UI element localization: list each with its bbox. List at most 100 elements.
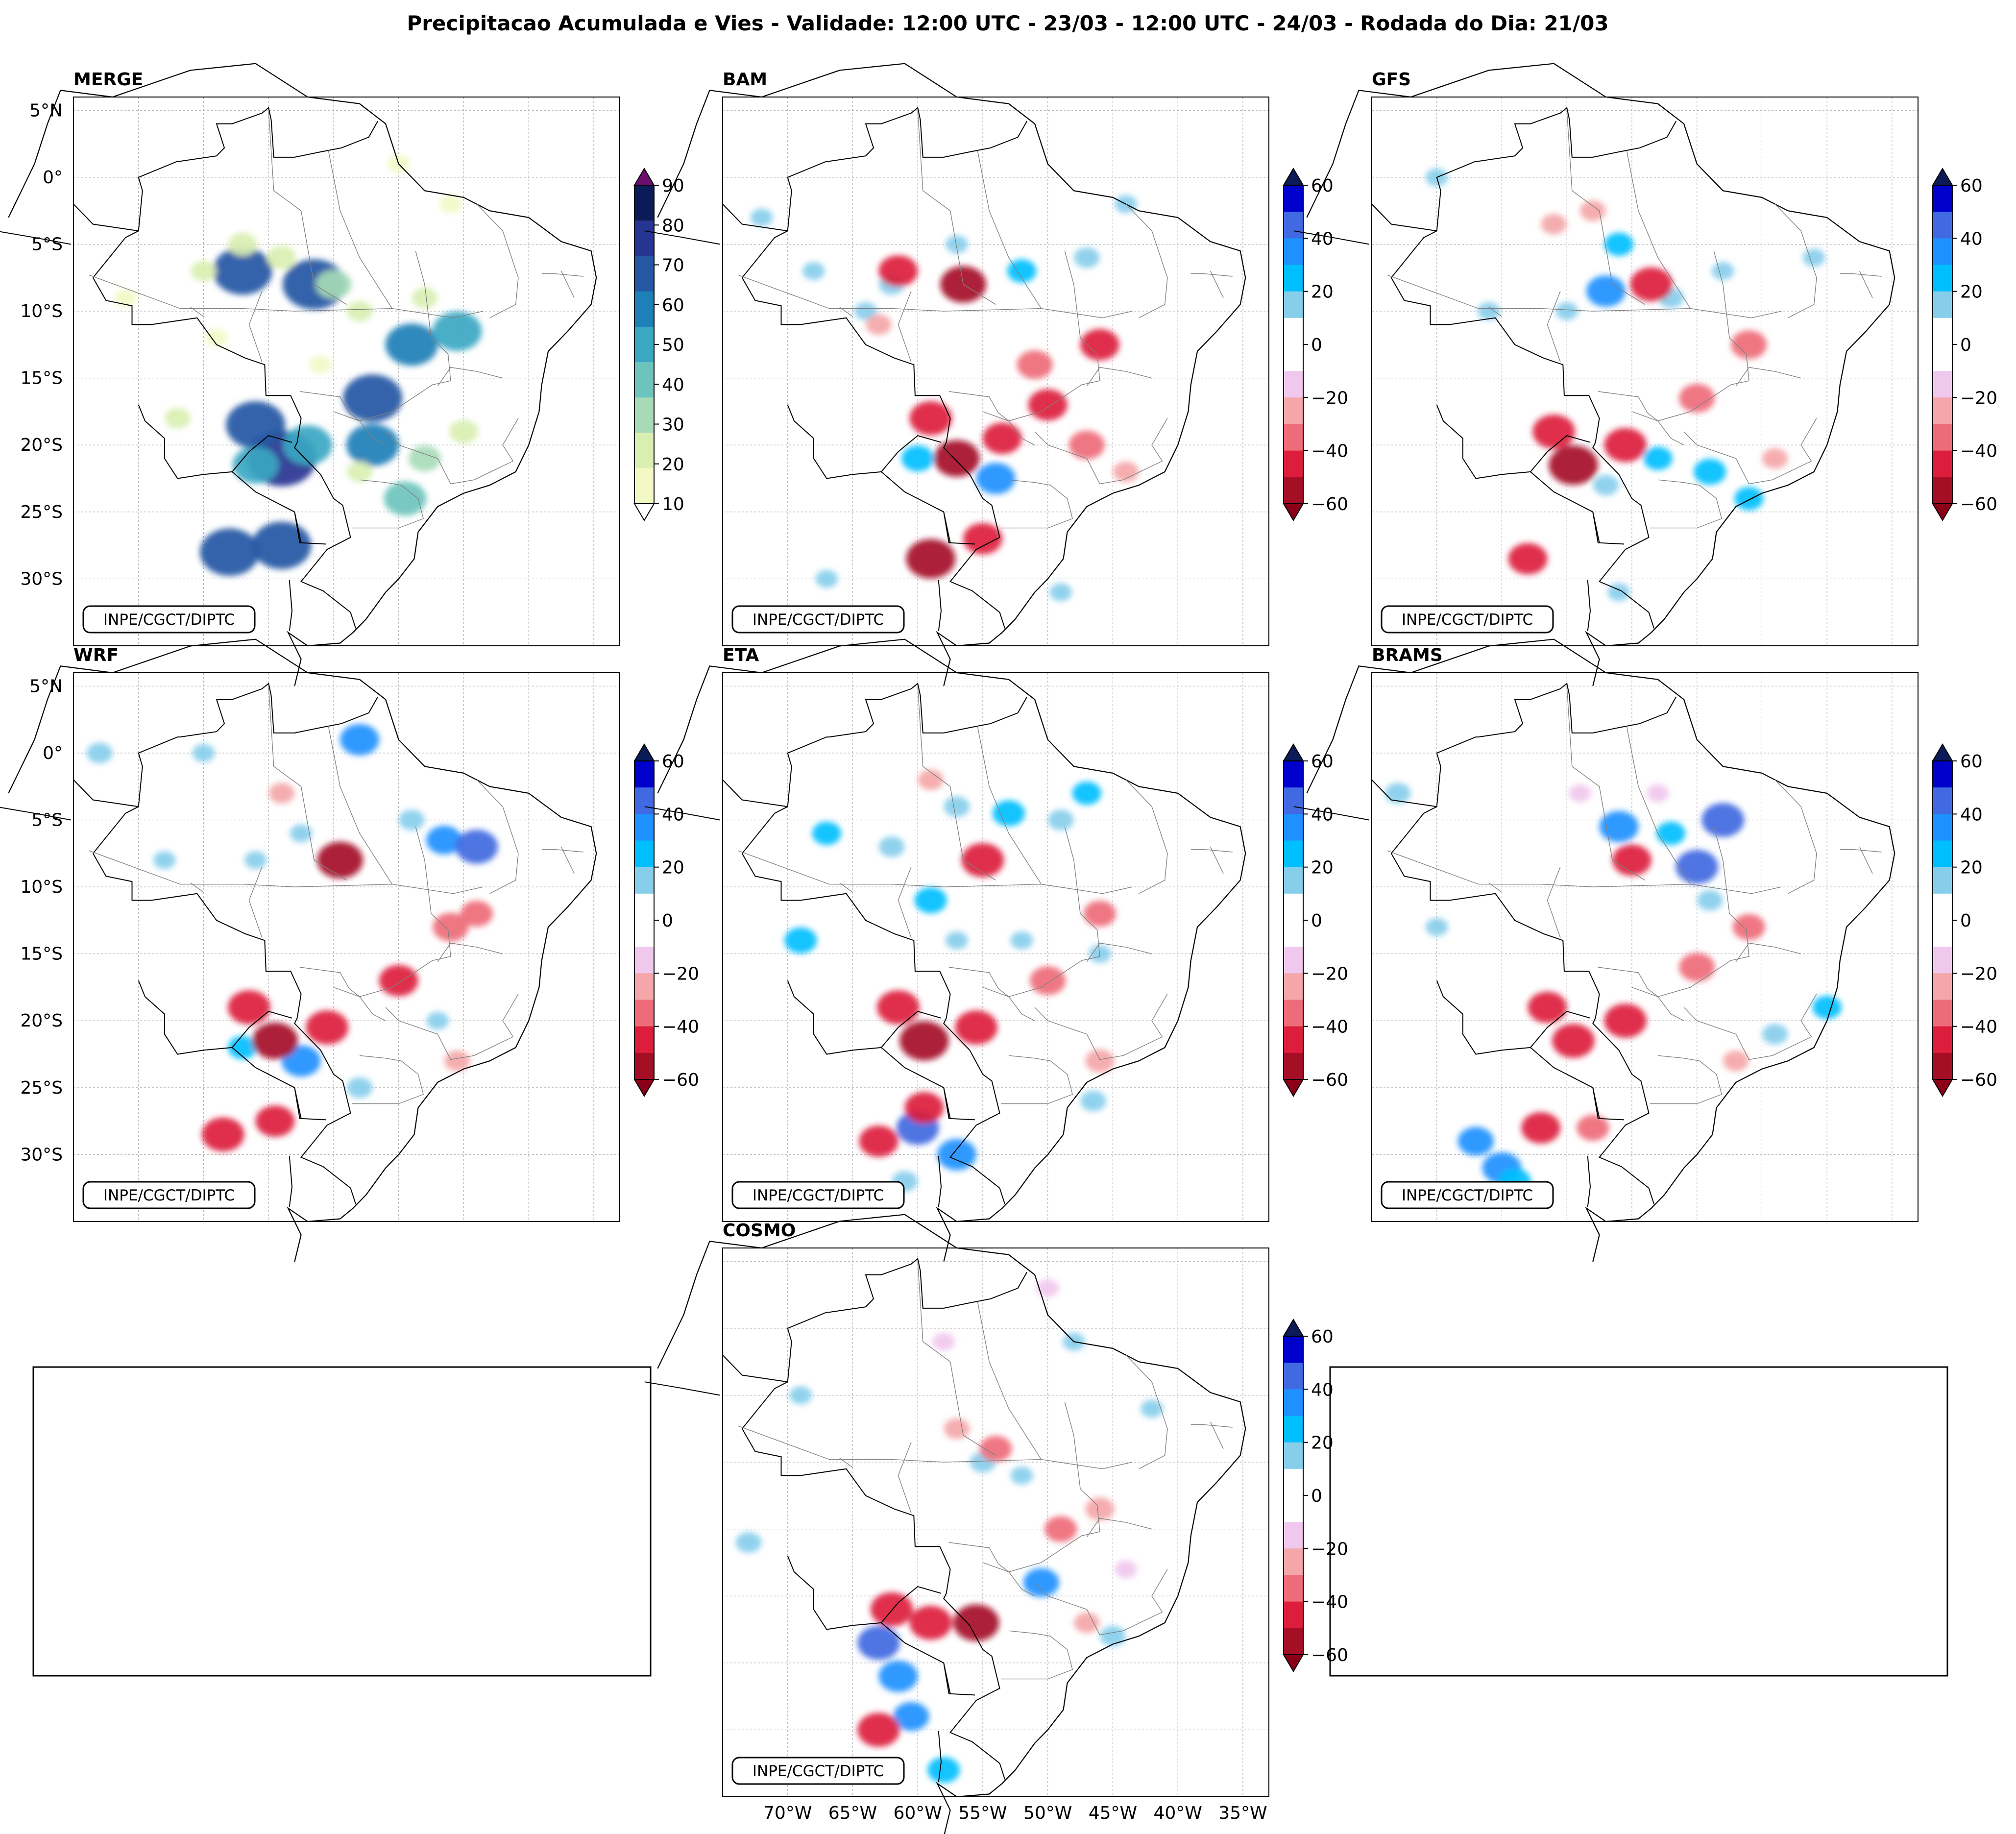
heatmap-cell — [857, 1626, 900, 1660]
heatmap-cell — [86, 742, 113, 763]
colorbar-tick-label: 30 — [662, 415, 684, 435]
lat-tick-label: 20°S — [20, 1011, 63, 1031]
state-border — [352, 1055, 424, 1104]
colorbar-segment — [1284, 185, 1303, 212]
state-border — [248, 866, 263, 938]
coastline — [1306, 63, 1895, 686]
heatmap-cell — [1734, 487, 1764, 511]
heatmap-cell — [1072, 782, 1101, 805]
heatmap-cell — [982, 422, 1022, 454]
colorbar-tick-label: 40 — [1311, 805, 1334, 825]
heatmap-cell — [914, 887, 947, 913]
state-border — [541, 849, 583, 853]
heatmap-cell — [934, 440, 980, 477]
colorbar-segment — [1933, 973, 1952, 1000]
panel-brams: BRAMS INPE/CGCT/DIPTC — [1293, 638, 1919, 1262]
heatmap-cell — [1541, 214, 1567, 235]
country-border — [881, 1586, 942, 1623]
state-border — [1774, 780, 1817, 894]
colorbar-segment — [1284, 1601, 1303, 1629]
panel-cosmo: COSMO 70°W 65°W 60°W 55°W 50°W 45°W 40°W 35°W I… — [644, 1214, 1269, 1834]
heatmap-cell — [1457, 1126, 1494, 1156]
state-border — [1859, 270, 1873, 298]
colorbar-tick-label: 0 — [1311, 1486, 1322, 1506]
credit-text-gfs: INPE/CGCT/DIPTC — [1402, 611, 1533, 629]
state-border — [385, 994, 519, 1060]
heatmap-cell — [283, 425, 333, 465]
heatmap-cell — [802, 262, 825, 280]
map-outline-cosmo — [644, 1214, 1246, 1834]
colorbar-tick-label: −60 — [1311, 1645, 1348, 1665]
grid-bam — [723, 97, 1269, 646]
heatmap-cell — [878, 255, 918, 287]
heatmap-cell — [1656, 822, 1686, 845]
country-border — [644, 1381, 720, 1396]
lat-tick-label: 0° — [43, 168, 63, 188]
country-border — [1293, 806, 1369, 821]
colorbar-segment — [1284, 1363, 1303, 1390]
lon-tick-label: 55°W — [958, 1803, 1007, 1823]
state-border — [1125, 1355, 1168, 1469]
state-border — [1190, 849, 1233, 853]
colorbar-tick-label: 0 — [1311, 911, 1322, 931]
state-border — [1086, 1518, 1152, 1538]
coastline — [657, 63, 1246, 686]
country-border — [722, 203, 788, 232]
lat-tick-label: 25°S — [20, 1078, 63, 1098]
heatmap-cell — [944, 796, 970, 817]
heatmap-cell — [1604, 1003, 1647, 1038]
panel-frame-cosmo — [722, 1247, 1269, 1797]
country-border — [93, 683, 379, 854]
heatmap-cell — [290, 824, 313, 843]
heatmap-cell — [1030, 966, 1066, 995]
heatmap-cell — [1049, 583, 1072, 601]
country-border — [881, 435, 942, 472]
panel-title-gfs: GFS — [1372, 70, 1411, 90]
empty-panel-left — [32, 1366, 652, 1677]
heatmap-cell — [244, 851, 267, 869]
heatmap-cell — [1083, 901, 1116, 927]
state-border — [898, 866, 912, 938]
state-border — [917, 1261, 996, 1456]
heatmap-cell — [255, 1105, 295, 1137]
colorbar-segment — [1933, 787, 1952, 814]
country-border — [73, 203, 139, 232]
heatmap-cell — [789, 1386, 812, 1404]
state-border — [1631, 250, 1749, 421]
colorbar-segment — [1284, 1336, 1303, 1363]
country-border — [644, 230, 720, 245]
state-border — [1001, 479, 1073, 529]
country-border — [232, 1010, 292, 1048]
heatmap-cell — [268, 783, 295, 804]
lat-tick-label: 20°S — [20, 435, 63, 455]
colorbar-tick-label: 20 — [1311, 1433, 1334, 1453]
lon-tick-label: 40°W — [1153, 1803, 1202, 1823]
heatmap-cell — [226, 401, 286, 449]
colorbar-segment — [1284, 1000, 1303, 1027]
colorbar-segment — [1284, 1052, 1303, 1080]
country-border — [1293, 230, 1369, 245]
heatmap-cell — [1812, 996, 1842, 1019]
panel-frame-eta — [722, 672, 1269, 1222]
panel-title-brams: BRAMS — [1372, 645, 1443, 665]
colorbar-tick-label: 0 — [1311, 335, 1322, 355]
credit-box-gfs: INPE/CGCT/DIPTC — [1381, 605, 1554, 634]
state-border — [982, 826, 1100, 997]
lat-tick-label: 0° — [43, 743, 63, 763]
country-border — [232, 435, 292, 472]
credit-text-bam: INPE/CGCT/DIPTC — [753, 611, 884, 629]
colorbar-segment — [1284, 1389, 1303, 1416]
state-border — [1210, 1421, 1224, 1449]
lat-tick-label: 15°S — [20, 944, 63, 964]
country-border — [881, 1010, 942, 1048]
colorbar-segment — [1284, 947, 1303, 974]
colorbar-tick-label: −40 — [1311, 1017, 1348, 1037]
state-border — [1840, 273, 1882, 277]
country-border — [742, 1258, 1028, 1429]
heatmap-cell — [252, 1022, 298, 1059]
colorbar-segment — [1284, 265, 1303, 292]
heatmap-cell — [893, 1702, 929, 1731]
heatmap-cell — [306, 1010, 349, 1045]
heatmap-cell — [1100, 1626, 1126, 1647]
